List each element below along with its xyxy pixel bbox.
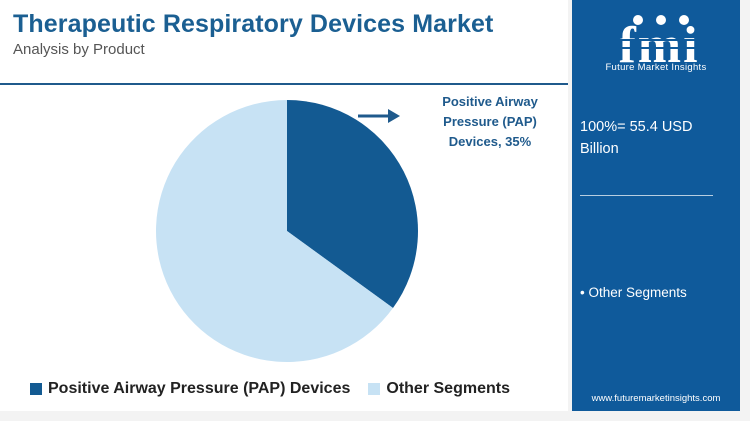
- market-total-line-1: 100%= 55.4 USD: [580, 119, 693, 135]
- chart-card: Therapeutic Respiratory Devices Market A…: [0, 0, 568, 411]
- callout-line-3: Devices, 35%: [448, 134, 532, 149]
- right-edge-strip: [740, 0, 750, 421]
- fmi-logo-icon: fmi: [604, 15, 714, 74]
- pie-slice-pap: [287, 100, 418, 308]
- chart-legend: Positive Airway Pressure (PAP) Devices O…: [30, 380, 528, 398]
- legend-item-pap: Positive Airway Pressure (PAP) Devices: [30, 380, 350, 398]
- callout-line-1: Positive Airway: [442, 94, 538, 109]
- chart-title: Therapeutic Respiratory Devices Market: [13, 10, 494, 38]
- market-total-line-2: Billion: [580, 141, 619, 157]
- chart-subtitle: Analysis by Product: [13, 41, 145, 58]
- title-divider: [0, 83, 568, 85]
- panel-segment-item: • Other Segments: [580, 285, 687, 300]
- legend-swatch-other: [368, 383, 381, 395]
- pie-slices: [156, 100, 418, 363]
- pie-chart: [156, 100, 418, 363]
- legend-swatch-pap: [30, 383, 42, 395]
- legend-label-other: Other Segments: [386, 380, 510, 397]
- pie-slice-other: [156, 100, 393, 363]
- pap-callout-label: Positive Airway Pressure (PAP) Devices, …: [415, 92, 565, 152]
- website-url[interactable]: www.futuremarketinsights.com: [591, 393, 721, 404]
- legend-label-pap: Positive Airway Pressure (PAP) Devices: [48, 380, 351, 397]
- panel-divider: [580, 195, 713, 196]
- logo-wordmark: fmi: [618, 17, 699, 74]
- info-panel: fmi Future Market Insights 100%= 55.4 US…: [572, 0, 740, 411]
- callout-line-2: Pressure (PAP): [443, 114, 537, 129]
- market-total: 100%= 55.4 USD Billion: [580, 116, 730, 160]
- brand-name: Future Market Insights: [605, 62, 707, 73]
- legend-item-other: Other Segments: [368, 380, 510, 398]
- callout-arrow-icon: [358, 109, 400, 123]
- bottom-strip: [0, 411, 572, 421]
